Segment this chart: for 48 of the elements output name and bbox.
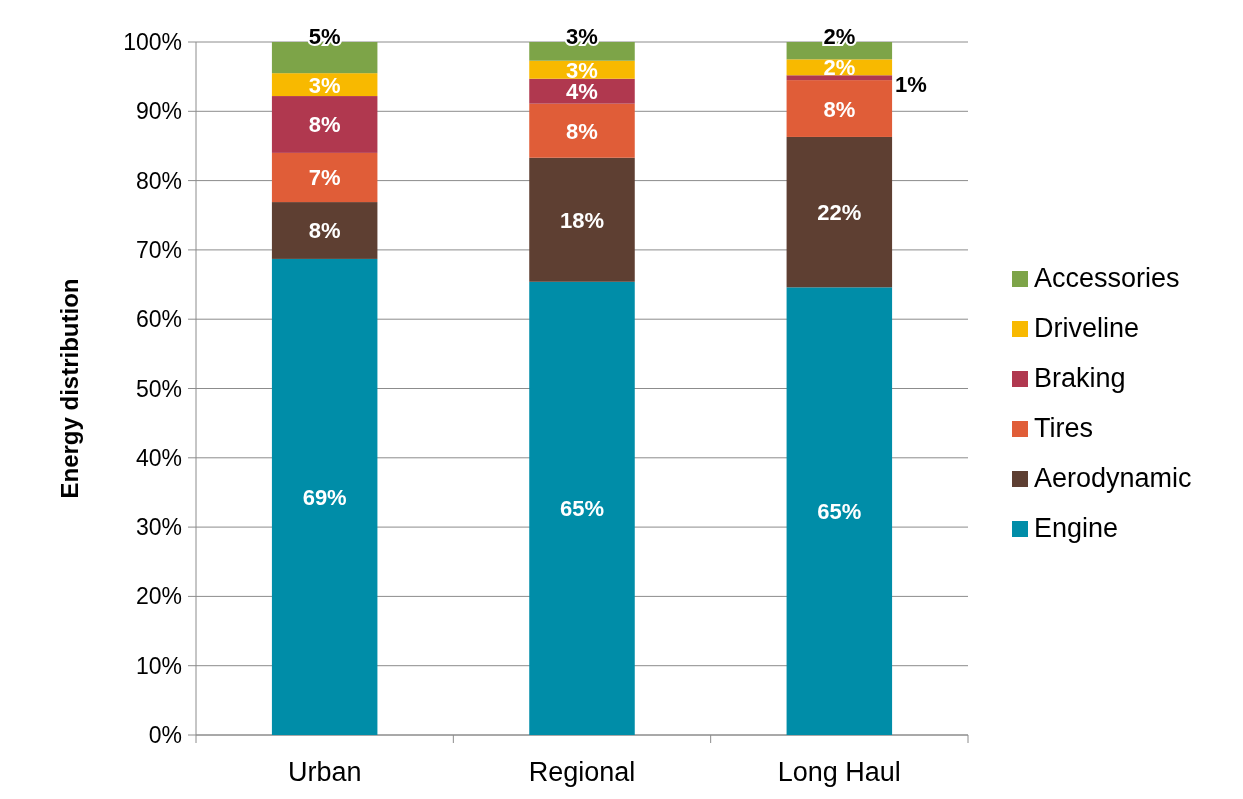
- data-label: 2%: [823, 55, 856, 81]
- bar: [271, 202, 378, 259]
- data-label: 8%: [566, 118, 598, 144]
- legend-label: Accessories: [1034, 263, 1180, 293]
- y-tick-label: 40%: [135, 444, 182, 471]
- y-tick-label: 100%: [123, 29, 182, 55]
- data-label: 69%: [302, 484, 347, 510]
- y-tick-label: 90%: [135, 98, 182, 125]
- bar: [271, 96, 378, 153]
- x-tick-label: Urban: [287, 757, 362, 787]
- bar: [271, 258, 378, 735]
- legend-label: Engine: [1034, 513, 1119, 543]
- bar: [271, 42, 378, 74]
- y-tick-label: 80%: [135, 167, 182, 194]
- y-tick-label: 60%: [135, 306, 182, 333]
- bar: [786, 136, 893, 288]
- data-label: 65%: [817, 499, 862, 525]
- bar: [529, 281, 635, 735]
- legend-label: Aerodynamic: [1034, 463, 1192, 493]
- y-tick-label: 70%: [135, 236, 182, 263]
- x-tick-label: Long Haul: [777, 757, 901, 787]
- legend-label: Braking: [1034, 363, 1126, 393]
- data-label: 8%: [308, 112, 341, 138]
- data-label: 65%: [559, 496, 605, 522]
- y-tick-label: 30%: [135, 514, 182, 541]
- bar: [786, 75, 893, 81]
- data-label: 8%: [308, 218, 341, 244]
- data-label: 1%: [895, 71, 927, 97]
- bar: [786, 287, 893, 735]
- bar: [529, 42, 635, 61]
- y-tick-label: 10%: [135, 652, 182, 679]
- data-label: 7%: [308, 165, 341, 191]
- bar: [786, 80, 893, 137]
- legend-label: Tires: [1034, 413, 1093, 443]
- legend-label: Driveline: [1034, 313, 1140, 343]
- y-tick-label: 50%: [135, 375, 182, 402]
- data-label: 3%: [308, 72, 341, 98]
- data-label: 22%: [817, 200, 862, 226]
- data-label: 8%: [823, 96, 856, 122]
- bar: [529, 103, 635, 158]
- data-label: 18%: [559, 207, 605, 233]
- y-tick-label: 0%: [148, 722, 182, 748]
- y-tick-label: 20%: [135, 583, 182, 610]
- bar: [529, 157, 635, 282]
- y-axis-title: Energy distribution: [56, 278, 83, 499]
- bar: [786, 42, 893, 60]
- bar: [271, 152, 378, 203]
- x-tick-label: Regional: [528, 757, 636, 787]
